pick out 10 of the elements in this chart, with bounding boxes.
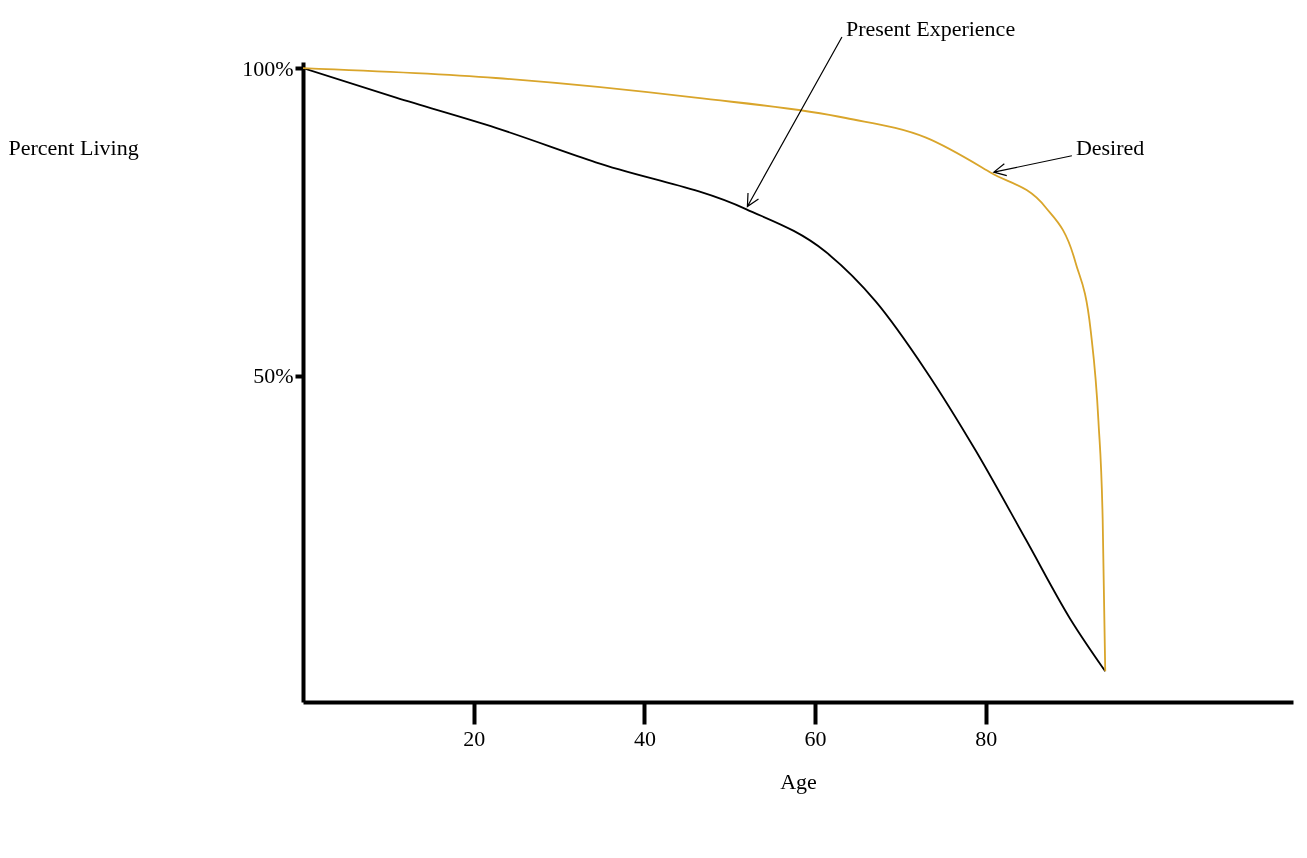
annotation: Desired: [1075, 134, 1145, 160]
x-tick-label: 80: [975, 725, 998, 751]
x-tick-label: 60: [804, 725, 827, 751]
annotation: Present Experience: [845, 16, 1016, 42]
x-tick-label: 20: [463, 725, 486, 751]
y-axis-title: Percent Living: [8, 134, 139, 160]
x-axis-title: Age: [780, 768, 817, 794]
y-tick-label: 100%: [242, 55, 294, 81]
y-tick-label: 50%: [253, 363, 294, 389]
x-tick-label: 40: [633, 725, 656, 751]
